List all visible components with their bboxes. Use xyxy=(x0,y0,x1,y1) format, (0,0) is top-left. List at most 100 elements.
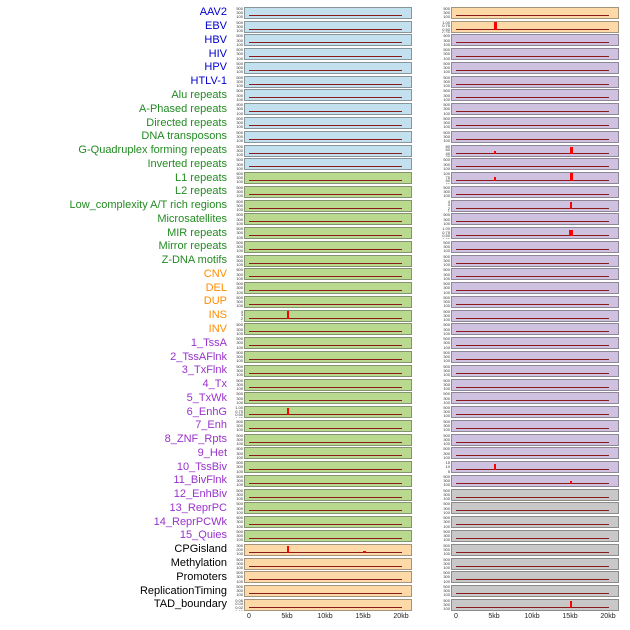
x-tick-label: 10kb xyxy=(524,613,540,620)
track-row: HIV 500 300 100 500 300 100 xyxy=(0,47,630,61)
column-gap xyxy=(412,150,437,151)
y-tick-label: 300 xyxy=(236,10,243,16)
y-axis-ticks: 500 300 100 xyxy=(230,571,244,583)
y-tick-label: 300 xyxy=(443,560,450,566)
y-axis-ticks: 500 300 100 xyxy=(230,379,244,391)
y-tick-label: 100 xyxy=(443,165,450,171)
track-label: Inverted repeats xyxy=(147,157,228,170)
track-row: 5_TxWk 500 300 100 500 300 100 xyxy=(0,391,630,405)
x-tick-label: 10kb xyxy=(317,613,333,620)
y-tick-label: 500 xyxy=(443,117,450,121)
y-axis-ticks: 500 300 100 xyxy=(230,585,244,597)
signal-spike xyxy=(569,173,573,182)
track-panel-right xyxy=(451,130,619,143)
track-panel-left xyxy=(244,351,412,364)
column-gap xyxy=(412,412,437,413)
track-panel-left xyxy=(244,75,412,88)
y-tick-label: 100 xyxy=(236,220,243,226)
y-tick-label: 100 xyxy=(236,41,243,47)
y-tick-label: 100 xyxy=(236,289,243,295)
y-tick-label: 100 xyxy=(236,358,243,364)
y-tick-label: 100 xyxy=(443,124,450,129)
y-tick-label: 500 xyxy=(443,502,450,507)
track-panel-right xyxy=(451,488,619,501)
y-tick-label: 100 xyxy=(443,330,450,336)
y-tick-label: 500 xyxy=(443,61,450,66)
track-row: ReplicationTiming 500 300 100 500 300 100 xyxy=(0,584,630,598)
column-gap xyxy=(412,233,437,234)
y-tick-label: 100 xyxy=(236,138,243,143)
y-tick-label: 100 xyxy=(236,28,243,33)
signal-baseline xyxy=(456,565,609,567)
y-tick-label: 500 xyxy=(443,130,450,135)
y-tick-label: 100 xyxy=(443,564,450,570)
y-tick-label: 100 xyxy=(443,83,450,88)
x-tick-label: 5kb xyxy=(281,613,293,620)
signal-baseline xyxy=(249,551,402,553)
y-tick-label: 500 xyxy=(443,6,450,11)
y-tick-label: 300 xyxy=(443,189,450,195)
track-label: DNA transposons xyxy=(141,130,227,143)
y-axis-ticks: 500 300 100 xyxy=(230,489,244,501)
y-tick-label: 300 xyxy=(236,491,243,497)
track-panel-right xyxy=(451,502,619,515)
y-tick-label: 500 xyxy=(236,6,243,11)
track-panel-left xyxy=(244,295,412,308)
track-label: CNV xyxy=(203,267,227,280)
y-axis-ticks: 500 300 100 xyxy=(230,323,244,335)
signal-baseline xyxy=(249,606,402,608)
track-row: HTLV-1 500 300 100 500 300 100 xyxy=(0,75,630,89)
y-tick-label: 500 xyxy=(443,185,450,190)
y-tick-label: 500 xyxy=(236,585,243,590)
y-tick-label: 300 xyxy=(443,450,450,456)
track-row: 2_TssAFlnk 500 300 100 500 300 100 xyxy=(0,350,630,364)
y-axis-ticks: 500 300 100 xyxy=(230,21,244,33)
track-row: INV 500 300 100 500 300 100 xyxy=(0,323,630,337)
track-panel-left xyxy=(244,488,412,501)
track-row: A-Phased repeats 500 300 100 500 300 100 xyxy=(0,102,630,116)
track-label: 3_TxFlnk xyxy=(181,364,227,377)
y-tick-label: 100 xyxy=(236,193,243,198)
y-tick-label: 100 xyxy=(443,509,450,515)
y-tick-label: 100 xyxy=(443,41,450,47)
y-tick-label: 100 xyxy=(236,564,243,570)
y-tick-label: 100 xyxy=(443,220,450,226)
y-tick-label: 300 xyxy=(236,354,243,360)
column-gap xyxy=(412,577,437,578)
y-axis-ticks: 1.000.750.500.250.00 xyxy=(230,406,244,418)
track-label: 5_TxWk xyxy=(186,391,227,404)
y-tick-label: 100 xyxy=(443,358,450,364)
y-tick-label: 300 xyxy=(443,51,450,57)
signal-baseline xyxy=(456,579,609,581)
y-axis-ticks: 80604020 xyxy=(437,145,451,157)
y-axis-ticks: 4321 xyxy=(230,310,244,322)
track-label: L2 repeats xyxy=(175,185,227,198)
y-tick-label: 300 xyxy=(443,588,450,594)
y-tick-label: 100 xyxy=(236,234,243,240)
y-tick-label: 100 xyxy=(443,606,450,611)
y-tick-label: 300 xyxy=(443,120,450,126)
y-tick-label: 500 xyxy=(236,48,243,53)
y-tick-label: 300 xyxy=(236,161,243,167)
y-axis-ticks: 500 300 100 xyxy=(230,131,244,143)
y-tick-label: 100 xyxy=(443,317,450,322)
track-row: 13_ReprPC 500 300 100 500 300 100 xyxy=(0,502,630,516)
y-tick-label: 100 xyxy=(443,551,450,556)
track-label: 4_Tx xyxy=(202,378,227,391)
column-gap xyxy=(412,123,437,124)
y-tick-label: 100 xyxy=(443,344,450,350)
y-tick-label: 500 xyxy=(443,103,450,108)
track-label: 6_EnhG xyxy=(186,405,227,418)
y-axis-ticks: 500 300 100 xyxy=(230,434,244,446)
y-axis-ticks: 500 300 100 xyxy=(437,434,451,446)
y-tick-label: 300 xyxy=(236,133,243,139)
track-panel-left xyxy=(244,378,412,391)
column-gap xyxy=(412,274,437,275)
track-panel-right xyxy=(451,337,619,350)
y-tick-label: 100 xyxy=(443,110,450,116)
y-tick-label: 500 xyxy=(443,48,450,53)
signal-baseline xyxy=(456,125,609,126)
track-row: AAV2 500 300 100 500 300 100 xyxy=(0,6,630,20)
y-axis-ticks: 15 10 5 xyxy=(437,461,451,473)
